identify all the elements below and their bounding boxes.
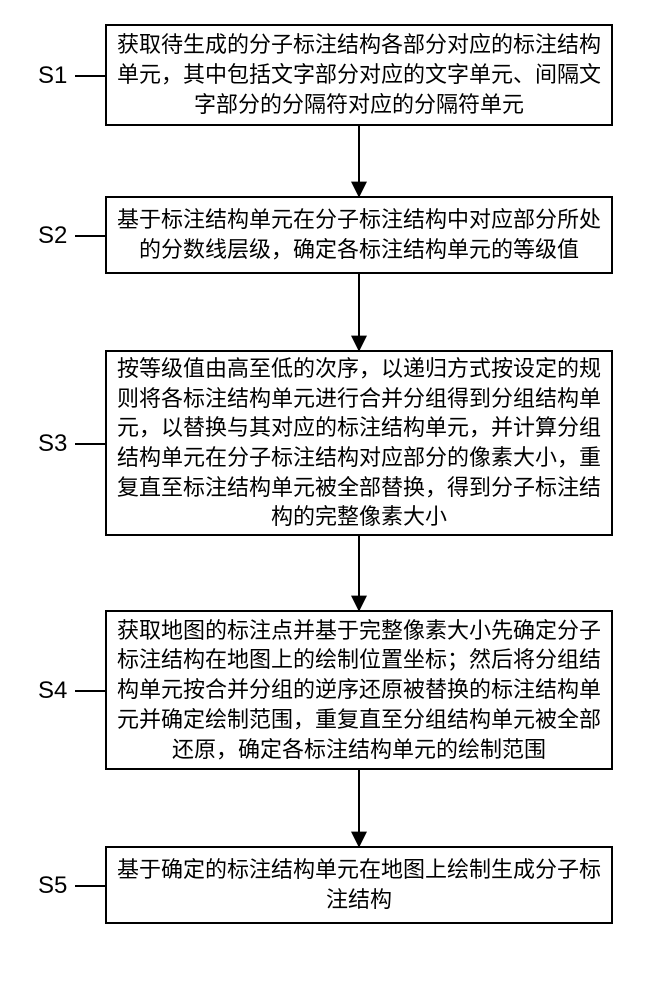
step-box-s5: 基于确定的标注结构单元在地图上绘制生成分子标注结构	[105, 846, 613, 924]
step-text-s5: 基于确定的标注结构单元在地图上绘制生成分子标注结构	[117, 855, 601, 914]
step-box-s2: 基于标注结构单元在分子标注结构中对应部分所处的分数线层级，确定各标注结构单元的等…	[105, 196, 613, 274]
step-box-s4: 获取地图的标注点并基于完整像素大小先确定分子标注结构在地图上的绘制位置坐标；然后…	[105, 610, 613, 770]
step-tick-s4	[75, 690, 105, 692]
step-tick-s1	[75, 75, 105, 77]
step-text-s2: 基于标注结构单元在分子标注结构中对应部分所处的分数线层级，确定各标注结构单元的等…	[117, 205, 601, 264]
step-tick-s2	[75, 235, 105, 237]
step-label-s1: S1	[38, 62, 67, 90]
step-label-s4: S4	[38, 677, 67, 705]
step-label-s3: S3	[38, 430, 67, 458]
step-label-s2: S2	[38, 222, 67, 250]
flowchart-canvas: S1 获取待生成的分子标注结构各部分对应的标注结构单元，其中包括文字部分对应的文…	[0, 0, 660, 1000]
step-label-s5: S5	[38, 872, 67, 900]
step-box-s1: 获取待生成的分子标注结构各部分对应的标注结构单元，其中包括文字部分对应的文字单元…	[105, 24, 613, 126]
step-text-s1: 获取待生成的分子标注结构各部分对应的标注结构单元，其中包括文字部分对应的文字单元…	[117, 30, 601, 119]
step-tick-s3	[75, 443, 105, 445]
step-box-s3: 按等级值由高至低的次序，以递归方式按设定的规则将各标注结构单元进行合并分组得到分…	[105, 350, 613, 536]
step-text-s3: 按等级值由高至低的次序，以递归方式按设定的规则将各标注结构单元进行合并分组得到分…	[117, 354, 601, 532]
step-text-s4: 获取地图的标注点并基于完整像素大小先确定分子标注结构在地图上的绘制位置坐标；然后…	[117, 616, 601, 764]
step-tick-s5	[75, 885, 105, 887]
